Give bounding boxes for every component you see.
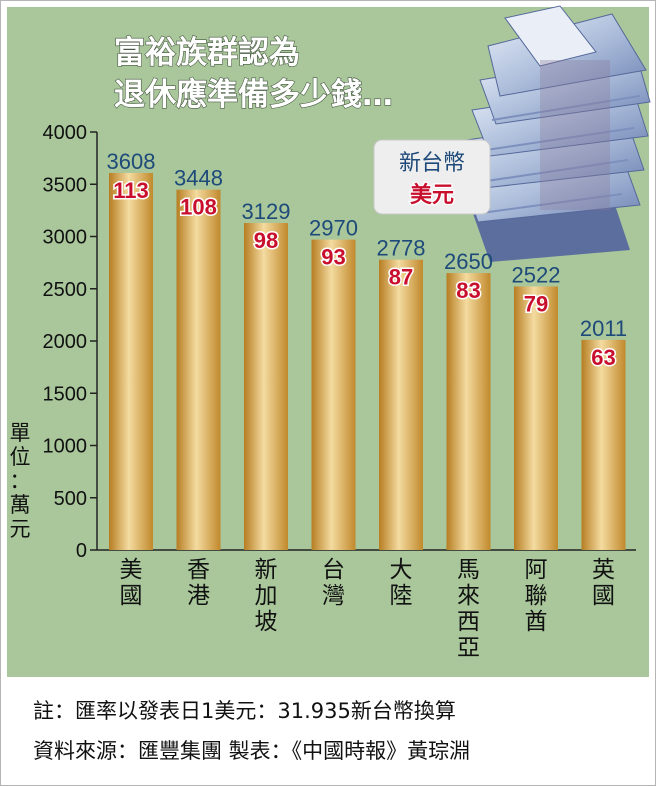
bar (446, 273, 491, 550)
x-category-label: 香港 (187, 557, 210, 609)
x-category-label: 大陸 (390, 557, 413, 609)
x-category-label: 馬來西亞 (457, 557, 480, 661)
y-tick-label: 3500 (43, 174, 88, 196)
usd-value-label: 113 (113, 178, 149, 203)
twd-value-label: 2522 (512, 262, 561, 287)
usd-value-label: 98 (254, 228, 278, 253)
usd-value-label: 108 (180, 195, 217, 220)
bar (176, 189, 221, 550)
y-tick-label: 0 (76, 540, 87, 562)
bar (109, 172, 153, 551)
y-axis-unit-label: 單位：萬元 (10, 421, 31, 541)
footer: 註：匯率以發表日1美元：31.935新台幣換算 資料來源：匯豐集團 製表：《中國… (7, 681, 649, 779)
y-tick-label: 1500 (43, 383, 88, 405)
twd-value-label: 2011 (580, 316, 627, 341)
y-tick-label: 4000 (43, 122, 88, 144)
banknote-stack-icon (459, 5, 651, 262)
bar (514, 286, 558, 550)
y-tick-label: 2500 (43, 279, 88, 301)
usd-value-label: 63 (591, 345, 615, 370)
usd-value-label: 87 (389, 265, 413, 290)
usd-value-label: 79 (524, 291, 548, 316)
x-category-label: 美國 (120, 557, 143, 609)
bar (244, 223, 288, 550)
y-tick-label: 2000 (43, 331, 88, 353)
x-category-label: 阿聯酋 (525, 557, 548, 635)
legend-box (373, 139, 491, 215)
usd-value-label: 93 (321, 245, 345, 270)
source-credit: 資料來源：匯豐集團 製表：《中國時報》黃琮淵 (33, 739, 471, 763)
twd-value-label: 3448 (174, 166, 223, 191)
chart-title-line-2: 退休應準備多少錢… (114, 77, 393, 113)
bar (311, 239, 356, 550)
legend-usd-label: 美元 (410, 182, 454, 208)
usd-value-label: 83 (456, 278, 480, 303)
twd-value-label: 2970 (309, 216, 358, 241)
x-category-label: 台灣 (322, 557, 345, 609)
y-tick-label: 500 (54, 488, 87, 510)
chart-title-line-1: 富裕族群認為 (114, 35, 300, 71)
twd-value-label: 3608 (107, 149, 156, 174)
legend-twd-label: 新台幣 (399, 151, 465, 176)
x-category-label: 英國 (592, 557, 615, 609)
bar (379, 259, 423, 550)
y-tick-label: 3000 (43, 227, 88, 249)
x-category-label: 新加坡 (255, 557, 278, 635)
exchange-rate-note: 註：匯率以發表日1美元：31.935新台幣換算 (33, 699, 456, 723)
twd-value-label: 2650 (444, 249, 493, 274)
bar (581, 339, 626, 550)
twd-value-label: 3129 (242, 199, 291, 224)
y-tick-label: 1000 (43, 436, 88, 458)
twd-value-label: 2778 (377, 236, 426, 261)
